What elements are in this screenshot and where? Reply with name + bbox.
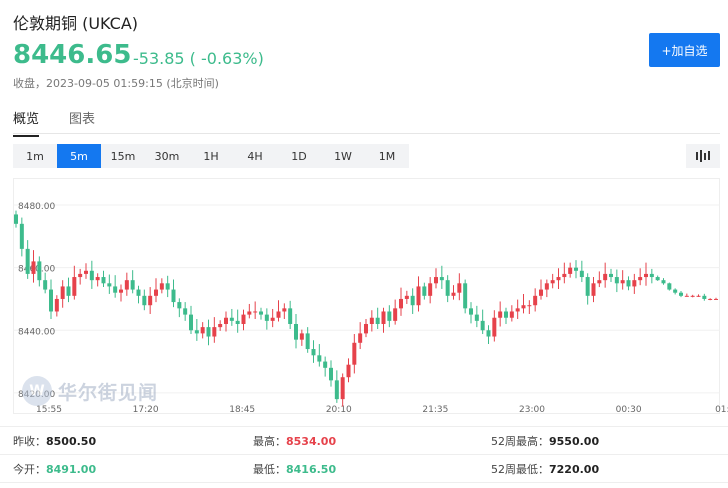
stats-divider-bottom [0,482,728,483]
stats-divider-top [0,426,728,427]
view-tabs: 概览 图表 [13,108,95,137]
chart-type-button[interactable] [686,144,720,168]
period-1w[interactable]: 1W [334,149,352,163]
stat-label: 52周最低： [491,463,549,476]
current-price: 8446.65 [13,40,132,70]
stat-value: 8416.50 [286,463,337,476]
stat-label: 今开： [13,463,46,476]
wallstreetcn-logo-icon: W [22,376,52,406]
watermark-logo: W 华尔街见闻 [22,376,158,406]
period-5m[interactable]: 5m [57,144,101,168]
stat-open: 今开：8491.00 [13,461,96,477]
stat-low: 最低：8416.50 [253,461,336,477]
stat-52w-high: 52周最高：9550.00 [491,433,599,449]
watermark-text: 华尔街见闻 [58,381,159,404]
tabs-divider [13,133,720,134]
close-timestamp: 收盘，2023-09-05 01:59:15 (北京时间) [13,77,219,90]
period-15m[interactable]: 15m [110,149,136,163]
stat-label: 昨收： [13,435,46,448]
period-selector: 1m 5m 15m 30m 1H 4H 1D 1W 1M [13,144,409,168]
stat-high: 最高：8534.00 [253,433,336,449]
price-chart-frame [13,178,720,414]
period-1m[interactable]: 1m [26,149,44,163]
period-1h[interactable]: 1H [203,149,219,163]
stat-label: 最高： [253,435,286,448]
instrument-title: 伦敦期铜 (UKCA) [13,14,139,33]
stat-label: 最低： [253,463,286,476]
period-1d[interactable]: 1D [291,149,307,163]
stat-value: 9550.00 [549,435,600,448]
stats-divider-mid [0,454,728,455]
stat-value: 8500.50 [46,435,97,448]
tab-overview[interactable]: 概览 [13,108,40,137]
stat-value: 8534.00 [286,435,337,448]
price-change: -53.85 ( -0.63%) [133,49,264,68]
stat-value: 8491.00 [46,463,97,476]
candlestick-icon [696,150,710,162]
stat-52w-low: 52周最低：7220.00 [491,461,599,477]
stat-value: 7220.00 [549,463,600,476]
stat-label: 52周最高： [491,435,549,448]
tab-chart[interactable]: 图表 [69,112,96,127]
period-4h[interactable]: 4H [247,149,263,163]
add-to-watchlist-button[interactable]: +加自选 [649,33,720,67]
period-30m[interactable]: 30m [154,149,180,163]
period-1mo[interactable]: 1M [378,149,396,163]
stat-prev-close: 昨收：8500.50 [13,433,96,449]
